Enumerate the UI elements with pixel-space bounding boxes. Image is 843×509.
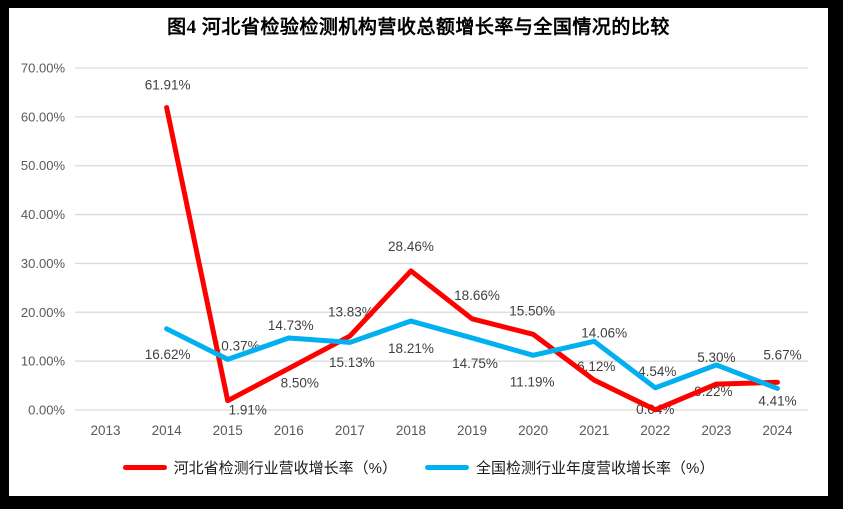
data-label: 4.41%	[758, 393, 796, 408]
y-axis-tick-label: 0.00%	[28, 403, 65, 418]
chart-legend: 河北省检测行业营收增长率（%） 全国检测行业年度营收增长率（%）	[9, 457, 828, 478]
data-label: 15.50%	[509, 303, 555, 318]
y-axis-tick-label: 50.00%	[21, 158, 66, 173]
data-label: 6.12%	[577, 359, 615, 374]
data-label: 18.66%	[454, 288, 500, 303]
legend-item-hebei: 河北省检测行业营收增长率（%）	[122, 457, 397, 478]
chart-title: 图4 河北省检验检测机构营收总额增长率与全国情况的比较	[167, 17, 670, 38]
y-axis-tick-label: 70.00%	[21, 61, 66, 76]
data-label: 13.83%	[328, 304, 374, 319]
x-axis-tick-label: 2020	[518, 423, 548, 438]
data-label: 1.91%	[229, 403, 267, 418]
x-axis-tick-label: 2022	[640, 423, 670, 438]
data-label: 11.19%	[510, 374, 555, 389]
data-label: 15.13%	[329, 355, 375, 370]
data-label: 16.62%	[145, 347, 191, 362]
x-axis-tick-label: 2019	[457, 423, 487, 438]
legend-item-national: 全国检测行业年度营收增长率（%）	[425, 457, 714, 478]
y-axis-tick-label: 40.00%	[21, 207, 66, 222]
series-line-hebei	[164, 105, 780, 413]
x-axis-tick-label: 2014	[152, 423, 183, 438]
legend-swatch-hebei-icon	[122, 465, 167, 470]
data-label: 5.30%	[697, 350, 735, 365]
y-axis-tick-label: 60.00%	[21, 109, 66, 124]
legend-label-hebei: 河北省检测行业营收增长率（%）	[173, 460, 397, 477]
y-axis-tick-label: 20.00%	[21, 305, 66, 320]
legend-label-national: 全国检测行业年度营收增长率（%）	[476, 460, 715, 477]
y-axis-tick-label: 10.00%	[21, 354, 66, 369]
x-axis-tick-label: 2017	[335, 423, 365, 438]
series-line-national	[164, 318, 780, 391]
x-axis-tick-label: 2018	[396, 423, 426, 438]
x-axis-tick-label: 2021	[579, 423, 609, 438]
data-label: 14.75%	[452, 356, 498, 371]
line-chart: 0.00% 10.00% 20.00% 30.00% 40.00% 50.00% 60.00…	[21, 61, 808, 438]
data-label: 18.21%	[388, 341, 434, 356]
x-axis-tick-label: 2015	[213, 423, 243, 438]
chart-frame: 图4 河北省检验检测机构营收总额增长率与全国情况的比较 0.00% 10.00% 2…	[9, 8, 828, 496]
x-axis-tick-label: 2016	[274, 423, 304, 438]
data-label: 14.06%	[581, 325, 627, 340]
x-axis-tick-label: 2013	[91, 423, 121, 438]
data-label: 5.67%	[763, 347, 801, 362]
x-axis-tick-label: 2023	[701, 423, 731, 438]
data-label: 14.73%	[268, 318, 314, 333]
y-axis-tick-label: 30.00%	[21, 256, 66, 271]
legend-swatch-national-icon	[425, 465, 469, 470]
data-label: 28.46%	[388, 239, 434, 254]
data-label: 4.54%	[638, 364, 676, 379]
data-label: 61.91%	[145, 78, 191, 93]
x-axis-tick-label: 2024	[762, 423, 793, 438]
data-label: 8.50%	[281, 375, 319, 390]
